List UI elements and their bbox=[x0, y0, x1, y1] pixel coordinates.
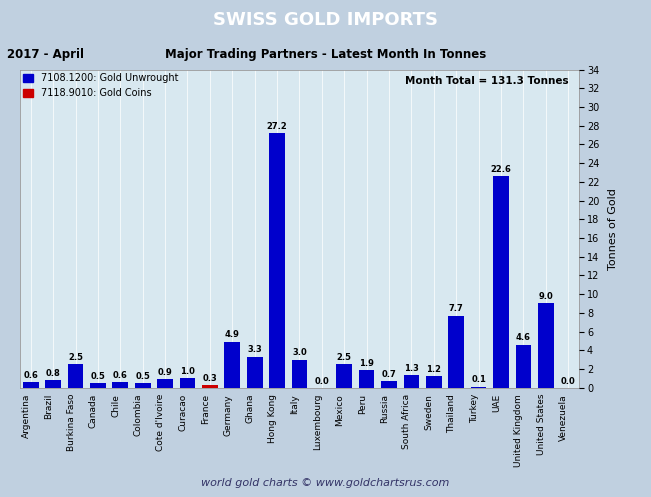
Text: 0.3: 0.3 bbox=[202, 374, 217, 383]
Bar bbox=[23, 382, 38, 388]
Text: 7.7: 7.7 bbox=[449, 304, 464, 313]
Bar bbox=[493, 176, 509, 388]
Legend: 7108.1200: Gold Unwrought, 7118.9010: Gold Coins: 7108.1200: Gold Unwrought, 7118.9010: Go… bbox=[20, 70, 182, 102]
Text: Major Trading Partners - Latest Month In Tonnes: Major Trading Partners - Latest Month In… bbox=[165, 48, 486, 61]
Text: 2.5: 2.5 bbox=[337, 353, 352, 362]
Text: 0.7: 0.7 bbox=[381, 370, 396, 379]
Y-axis label: Tonnes of Gold: Tonnes of Gold bbox=[608, 188, 618, 269]
Bar bbox=[247, 357, 262, 388]
Text: 27.2: 27.2 bbox=[267, 122, 288, 131]
Text: 4.9: 4.9 bbox=[225, 331, 240, 339]
Bar bbox=[426, 376, 441, 388]
Text: 9.0: 9.0 bbox=[538, 292, 553, 301]
Text: 4.6: 4.6 bbox=[516, 333, 531, 342]
Text: 3.3: 3.3 bbox=[247, 345, 262, 354]
Text: 1.3: 1.3 bbox=[404, 364, 419, 373]
Bar bbox=[46, 380, 61, 388]
Bar bbox=[292, 360, 307, 388]
Text: Month Total = 131.3 Tonnes: Month Total = 131.3 Tonnes bbox=[404, 76, 568, 86]
Bar bbox=[225, 342, 240, 388]
Text: 0.1: 0.1 bbox=[471, 375, 486, 384]
Bar bbox=[202, 385, 217, 388]
Bar bbox=[270, 133, 285, 388]
Text: 0.5: 0.5 bbox=[90, 372, 105, 381]
Text: 0.5: 0.5 bbox=[135, 372, 150, 381]
Bar bbox=[90, 383, 105, 388]
Text: SWISS GOLD IMPORTS: SWISS GOLD IMPORTS bbox=[213, 11, 438, 29]
Text: 0.9: 0.9 bbox=[158, 368, 173, 377]
Text: 3.0: 3.0 bbox=[292, 348, 307, 357]
Text: world gold charts © www.goldchartsrus.com: world gold charts © www.goldchartsrus.co… bbox=[201, 478, 450, 489]
Bar bbox=[381, 381, 397, 388]
Bar bbox=[202, 385, 217, 388]
Text: 1.9: 1.9 bbox=[359, 358, 374, 368]
Bar bbox=[337, 364, 352, 388]
Bar bbox=[404, 376, 419, 388]
Bar bbox=[180, 378, 195, 388]
Bar bbox=[359, 370, 374, 388]
Text: 0.0: 0.0 bbox=[314, 378, 329, 387]
Text: 0.6: 0.6 bbox=[23, 371, 38, 380]
Text: 1.2: 1.2 bbox=[426, 365, 441, 374]
Text: 22.6: 22.6 bbox=[491, 165, 512, 174]
Bar bbox=[135, 383, 150, 388]
Text: 1.0: 1.0 bbox=[180, 367, 195, 376]
Text: 0.6: 0.6 bbox=[113, 371, 128, 380]
Text: 0.8: 0.8 bbox=[46, 369, 61, 378]
Bar bbox=[68, 364, 83, 388]
Bar bbox=[449, 316, 464, 388]
Text: 2017 - April: 2017 - April bbox=[7, 48, 83, 61]
Bar bbox=[158, 379, 173, 388]
Bar bbox=[516, 344, 531, 388]
Bar bbox=[471, 387, 486, 388]
Text: 2.5: 2.5 bbox=[68, 353, 83, 362]
Bar bbox=[538, 304, 553, 388]
Bar bbox=[113, 382, 128, 388]
Text: 0.0: 0.0 bbox=[561, 378, 575, 387]
